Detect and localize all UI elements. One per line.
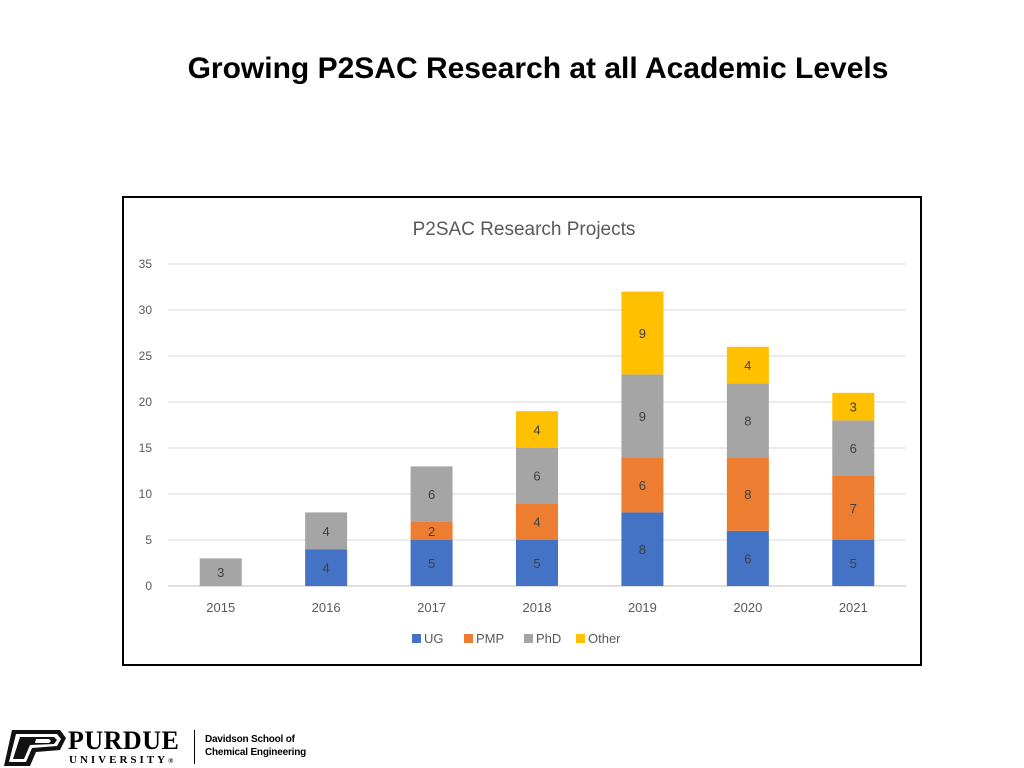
- data-label: 7: [850, 501, 857, 516]
- data-label: 4: [323, 561, 330, 576]
- data-label: 3: [217, 565, 224, 580]
- data-label: 8: [639, 542, 646, 557]
- data-label: 6: [850, 441, 857, 456]
- department-line-1: Davidson School of: [205, 734, 295, 745]
- purdue-p-logo: [4, 730, 66, 766]
- bar-segment-pmp: [726, 457, 769, 531]
- data-label: 4: [323, 524, 330, 539]
- x-tick-label: 2016: [312, 600, 341, 615]
- data-label: 4: [533, 423, 540, 438]
- legend-label-phd: PhD: [536, 631, 561, 646]
- bar-segment-phd: [832, 420, 875, 476]
- data-label: 3: [850, 400, 857, 415]
- legend-label-ug: UG: [424, 631, 444, 646]
- bar-segment-pmp: [516, 503, 558, 540]
- y-tick-label: 30: [139, 303, 153, 317]
- bar-segment-phd: [726, 383, 769, 458]
- bar-segment-phd: [621, 374, 664, 458]
- bar-segment-phd: [516, 448, 558, 504]
- bar-segment-ug: [516, 540, 558, 586]
- data-label: 8: [744, 487, 751, 502]
- legend-swatch-phd: [524, 634, 533, 643]
- y-tick-label: 25: [139, 349, 153, 363]
- data-label: 5: [850, 556, 857, 571]
- y-tick-label: 20: [139, 395, 153, 409]
- data-label: 6: [533, 469, 540, 484]
- x-tick-label: 2020: [733, 600, 762, 615]
- y-tick-label: 10: [139, 487, 153, 501]
- bar-segment-ug: [832, 540, 875, 586]
- bar-segment-phd: [305, 512, 348, 550]
- legend: UG PMP PhD Other: [412, 631, 621, 646]
- bar-segment-other: [726, 346, 769, 384]
- x-tick-label: 2018: [523, 600, 552, 615]
- bar-segment-ug: [726, 530, 769, 586]
- bar-segment-other: [832, 392, 875, 421]
- x-tick-label: 2021: [839, 600, 868, 615]
- bar-segment-phd: [199, 558, 242, 586]
- bar-segment-pmp: [832, 475, 875, 540]
- legend-swatch-pmp: [464, 634, 473, 643]
- university-wordmark: UNIVERSITY®: [69, 754, 174, 766]
- data-label: 2: [428, 524, 435, 539]
- x-tick-label: 2019: [628, 600, 657, 615]
- data-label: 4: [533, 515, 540, 530]
- data-label: 6: [639, 478, 646, 493]
- bar-segment-ug: [305, 549, 348, 586]
- data-label: 8: [744, 413, 751, 428]
- bar-segment-pmp: [621, 457, 664, 513]
- bar-segment-phd: [410, 466, 453, 522]
- legend-swatch-ug: [412, 634, 421, 643]
- data-label: 5: [428, 556, 435, 571]
- data-label: 9: [639, 326, 646, 341]
- bar-segment-ug: [621, 512, 664, 586]
- department-line-2: Chemical Engineering: [205, 747, 307, 758]
- footer: PURDUE UNIVERSITY® Davidson School of Ch…: [0, 722, 400, 768]
- bar-segment-other: [516, 411, 558, 448]
- legend-label-pmp: PMP: [476, 631, 504, 646]
- data-label: 9: [639, 409, 646, 424]
- data-label: 6: [428, 487, 435, 502]
- bar-segment-pmp: [410, 521, 453, 540]
- x-tick-label: 2015: [206, 600, 235, 615]
- data-label: 6: [744, 551, 751, 566]
- bar-segment-ug: [410, 540, 453, 586]
- legend-swatch-other: [576, 634, 585, 643]
- legend-label-other: Other: [588, 631, 621, 646]
- y-tick-label: 15: [139, 441, 153, 455]
- data-label: 5: [533, 556, 540, 571]
- y-tick-label: 5: [145, 533, 152, 547]
- bar-segment-other: [621, 291, 664, 375]
- purdue-wordmark: PURDUE: [68, 726, 180, 755]
- footer-divider: [194, 730, 195, 764]
- y-tick-label: 35: [139, 257, 153, 271]
- chart-frame: P2SAC Research Projects 0 5 10 15 20 25 30 35 3…: [122, 196, 922, 666]
- data-label: 4: [744, 358, 751, 373]
- y-tick-label: 0: [145, 579, 152, 593]
- chart-title: P2SAC Research Projects: [413, 219, 636, 240]
- x-tick-label: 2017: [417, 600, 446, 615]
- slide-title: Growing P2SAC Research at all Academic L…: [187, 52, 889, 85]
